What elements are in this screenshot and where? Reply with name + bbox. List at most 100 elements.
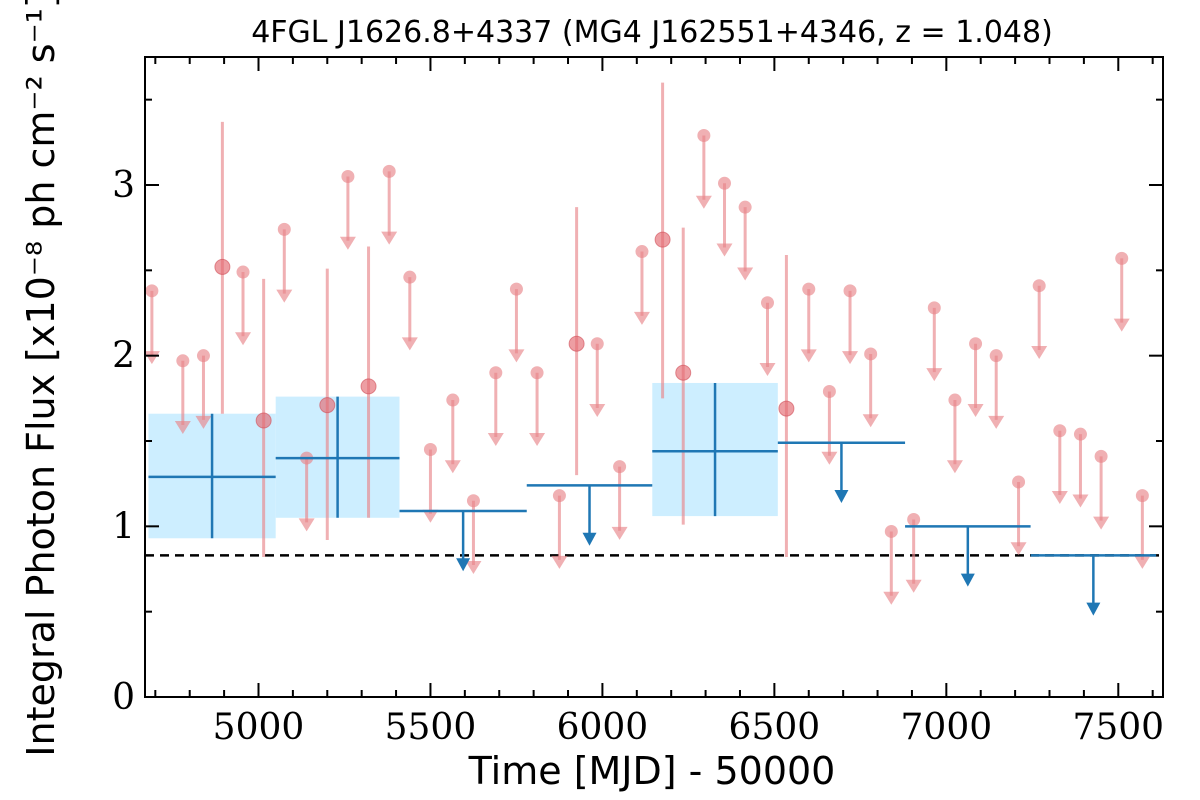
upper-limit-point [760, 296, 774, 310]
upper-limit-point [802, 282, 816, 296]
upper-limit-point [843, 284, 857, 298]
upper-limit-arrowhead [1072, 494, 1089, 508]
upper-limit-arrowhead [339, 236, 356, 250]
upper-limit-point [1115, 251, 1129, 265]
y-axis-label: Integral Photon Flux [x10⁻⁸ ph cm⁻² s⁻¹] [19, 0, 63, 757]
upper-limit-point [552, 489, 566, 503]
upper-limit-point [509, 282, 523, 296]
upper-limit-point [1135, 489, 1149, 503]
upper-limit-arrowhead [1113, 318, 1130, 332]
x-tick-label: 5000 [213, 707, 305, 748]
upper-limit-point [277, 222, 291, 236]
detection-point [568, 335, 585, 352]
upper-limit-point [423, 443, 437, 457]
x-tick-label: 7500 [1072, 707, 1164, 748]
long-bin-upper-limit-arrowhead [456, 558, 471, 572]
upper-limit-arrowhead [551, 555, 568, 569]
upper-limit-arrowhead [195, 415, 212, 429]
upper-limit-arrowhead [1051, 491, 1068, 505]
detection-point [778, 400, 795, 417]
upper-limit-point [697, 129, 711, 143]
upper-limit-arrowhead [695, 195, 712, 209]
upper-limit-arrowhead [508, 349, 525, 363]
upper-limit-arrowhead [465, 561, 482, 574]
upper-limit-arrowhead [1093, 516, 1110, 530]
upper-limit-arrowhead [381, 231, 398, 245]
upper-limit-point [530, 366, 544, 380]
long-bin-upper-limit-arrowhead [960, 573, 975, 587]
upper-limit-point [718, 176, 732, 190]
upper-limit-arrowhead [276, 289, 293, 303]
upper-limit-arrowhead [298, 518, 315, 532]
upper-limit-arrowhead [422, 509, 439, 523]
upper-limit-point [489, 366, 503, 380]
upper-limit-arrowhead [1031, 345, 1048, 359]
upper-limit-arrowhead [633, 311, 650, 325]
upper-limit-arrowhead [444, 460, 461, 474]
y-tick-label: 1 [112, 506, 135, 547]
upper-limit-arrowhead [143, 351, 160, 365]
upper-limit-point [864, 347, 878, 361]
plot-area: 5000 5500 6000 6500 7000 7500 0 1 2 3 [112, 56, 1164, 748]
upper-limit-point [635, 245, 649, 259]
x-axis-label: Time [MJD] - 50000 [468, 749, 836, 793]
upper-limit-point [236, 265, 250, 279]
upper-limit-arrowhead [883, 591, 900, 605]
upper-limit-arrowhead [988, 415, 1005, 429]
upper-limit-point [948, 393, 962, 407]
upper-limit-arrowhead [862, 414, 879, 428]
x-tick-label: 7000 [901, 707, 993, 748]
upper-limit-point [1012, 475, 1026, 489]
detection-point [360, 378, 377, 395]
upper-limit-arrowhead [1010, 542, 1027, 556]
upper-limit-point [446, 393, 460, 407]
upper-limit-arrowhead [759, 363, 776, 377]
upper-limit-point [927, 301, 941, 315]
upper-limit-arrowhead [529, 433, 546, 446]
x-tick-label: 5500 [385, 707, 477, 748]
upper-limit-point [1053, 424, 1067, 438]
upper-limit-point [403, 270, 417, 284]
upper-limit-point [969, 337, 983, 351]
upper-limit-point [145, 284, 159, 298]
upper-limit-point [382, 164, 396, 178]
y-tick-label: 2 [112, 336, 135, 377]
detection-point [654, 231, 671, 248]
long-bin-upper-limit-arrowhead [1086, 602, 1101, 616]
upper-limit-arrowhead [800, 349, 817, 363]
long-bin-upper-limit-arrowhead [834, 490, 849, 504]
upper-limit-point [1094, 449, 1108, 463]
upper-limit-point [822, 385, 836, 399]
upper-limit-point [466, 494, 480, 508]
y-tick-label: 0 [112, 677, 135, 718]
y-tick-label: 3 [112, 165, 135, 206]
upper-limit-arrowhead [174, 421, 191, 435]
upper-limit-point [196, 349, 210, 363]
upper-limit-arrowhead [946, 460, 963, 474]
upper-limit-arrowhead [235, 332, 252, 346]
upper-limit-arrowhead [401, 337, 418, 351]
upper-limit-arrowhead [487, 433, 504, 446]
upper-limit-point [1073, 427, 1087, 441]
upper-limit-point [176, 354, 190, 368]
long-bin-upper-limit-arrowhead [582, 532, 597, 546]
detection-point [319, 397, 336, 414]
upper-limit-point [907, 513, 921, 527]
upper-limit-arrowhead [842, 351, 859, 365]
detection-point [675, 364, 692, 381]
upper-limit-point [1032, 279, 1046, 293]
upper-limit-arrowhead [1134, 555, 1151, 569]
chart-title: 4FGL J1626.8+4337 (MG4 J162551+4346, z =… [251, 15, 1053, 50]
upper-limit-arrowhead [589, 403, 606, 417]
detection-point [255, 412, 272, 429]
upper-limit-arrowhead [967, 403, 984, 417]
upper-limit-arrowhead [716, 243, 733, 257]
x-tick-label: 6500 [729, 707, 821, 748]
upper-limit-arrowhead [905, 579, 922, 593]
upper-limit-arrowhead [926, 368, 943, 382]
detection-point [214, 258, 231, 275]
upper-limit-point [613, 460, 627, 474]
upper-limit-arrowhead [611, 526, 628, 540]
upper-limit-point [738, 200, 752, 214]
